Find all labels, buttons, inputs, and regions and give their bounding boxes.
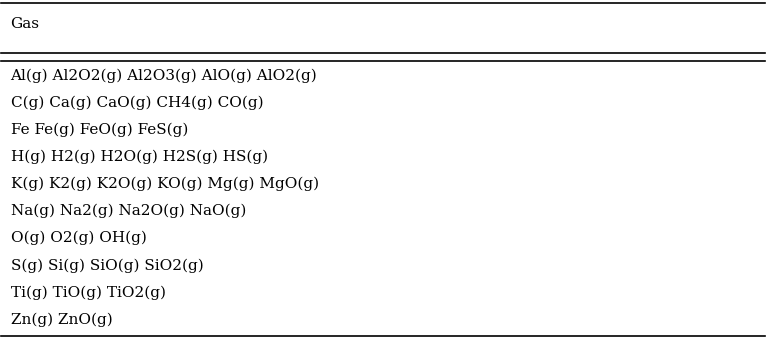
Text: S(g) Si(g) SiO(g) SiO2(g): S(g) Si(g) SiO(g) SiO2(g) — [11, 258, 203, 273]
Text: O(g) O2(g) OH(g): O(g) O2(g) OH(g) — [11, 231, 146, 246]
Text: Na(g) Na2(g) Na2O(g) NaO(g): Na(g) Na2(g) Na2O(g) NaO(g) — [11, 204, 246, 218]
Text: Zn(g) ZnO(g): Zn(g) ZnO(g) — [11, 312, 113, 327]
Text: K(g) K2(g) K2O(g) KO(g) Mg(g) MgO(g): K(g) K2(g) K2O(g) KO(g) Mg(g) MgO(g) — [11, 177, 319, 191]
Text: C(g) Ca(g) CaO(g) CH4(g) CO(g): C(g) Ca(g) CaO(g) CH4(g) CO(g) — [11, 95, 264, 110]
Text: Ti(g) TiO(g) TiO2(g): Ti(g) TiO(g) TiO2(g) — [11, 285, 165, 300]
Text: Gas: Gas — [11, 18, 40, 31]
Text: Al(g) Al2O2(g) Al2O3(g) AlO(g) AlO2(g): Al(g) Al2O2(g) Al2O3(g) AlO(g) AlO2(g) — [11, 68, 317, 82]
Text: H(g) H2(g) H2O(g) H2S(g) HS(g): H(g) H2(g) H2O(g) H2S(g) HS(g) — [11, 150, 267, 164]
Text: Fe Fe(g) FeO(g) FeS(g): Fe Fe(g) FeO(g) FeS(g) — [11, 122, 188, 137]
